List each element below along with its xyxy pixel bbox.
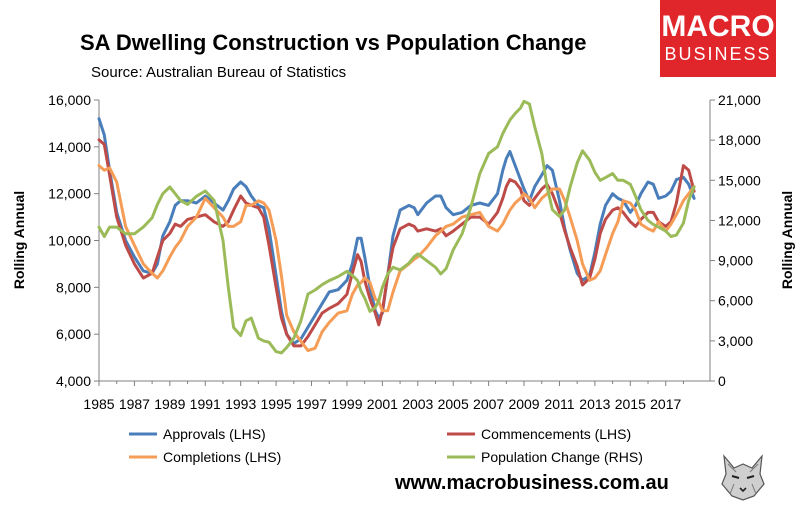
- y-right-axis-title: Rolling Annual: [779, 191, 795, 289]
- x-tick-label: 2013: [579, 396, 610, 412]
- legend-label-completions-lhs: Completions (LHS): [163, 449, 281, 465]
- y-left-tick-label: 6,000: [56, 326, 91, 342]
- y-right-tick-label: 12,000: [718, 212, 761, 228]
- macrobusiness-logo: MACRO BUSINESS: [660, 0, 776, 77]
- y-left-tick-label: 16,000: [48, 92, 91, 108]
- y-right-tick-label: 0: [718, 373, 726, 389]
- series-line-commencements-lhs: [97, 138, 696, 348]
- x-tick-label: 2007: [473, 396, 504, 412]
- chart-title: SA Dwelling Construction vs Population C…: [80, 30, 587, 55]
- wolf-logo-icon: [716, 450, 770, 502]
- y-right-tick-label: 18,000: [718, 132, 761, 148]
- x-tick-label: 2005: [438, 396, 469, 412]
- y-left-tick-label: 4,000: [56, 373, 91, 389]
- x-tick-label: 1987: [119, 396, 150, 412]
- x-tick-label: 1993: [225, 396, 256, 412]
- y-left-axis-title: Rolling Annual: [11, 191, 27, 289]
- legend-label-population-change-rhs: Population Change (RHS): [481, 449, 643, 465]
- y-left-tick-label: 10,000: [48, 233, 91, 249]
- x-tick-label: 2003: [402, 396, 433, 412]
- logo-line-2: BUSINESS: [664, 44, 772, 64]
- legend-label-commencements-lhs: Commencements (LHS): [481, 426, 631, 442]
- x-tick-label: 2009: [508, 396, 539, 412]
- logo-line-1: MACRO: [661, 10, 775, 43]
- x-tick-label: 2017: [650, 396, 681, 412]
- x-tick-label: 2015: [615, 396, 646, 412]
- y-right-tick-label: 3,000: [718, 333, 753, 349]
- website-url: www.macrobusiness.com.au: [395, 472, 669, 494]
- y-right-tick-label: 6,000: [718, 293, 753, 309]
- x-tick-label: 1997: [296, 396, 327, 412]
- y-right-tick-label: 9,000: [718, 253, 753, 269]
- y-left-tick-label: 12,000: [48, 186, 91, 202]
- y-left-tick-label: 14,000: [48, 139, 91, 155]
- x-tick-label: 2001: [367, 396, 398, 412]
- y-right-tick-label: 21,000: [718, 92, 761, 108]
- chart-subtitle: Source: Australian Bureau of Statistics: [91, 64, 347, 81]
- y-right-tick-label: 15,000: [718, 172, 761, 188]
- series-line-approvals-lhs: [97, 117, 696, 345]
- series-line-population-change-rhs: [97, 99, 696, 355]
- series-line-completions-lhs: [97, 164, 696, 353]
- legend-label-approvals-lhs: Approvals (LHS): [163, 426, 266, 442]
- y-left-tick-label: 8,000: [56, 279, 91, 295]
- x-tick-label: 1991: [190, 396, 221, 412]
- x-tick-label: 1985: [83, 396, 114, 412]
- x-tick-label: 1995: [261, 396, 292, 412]
- x-tick-label: 1999: [331, 396, 362, 412]
- x-tick-label: 1989: [154, 396, 185, 412]
- x-tick-label: 2011: [544, 396, 574, 412]
